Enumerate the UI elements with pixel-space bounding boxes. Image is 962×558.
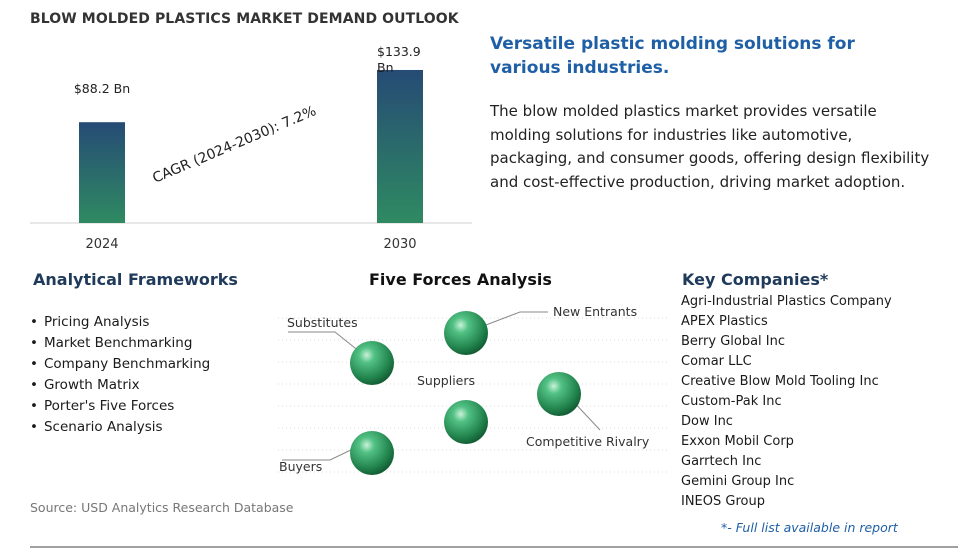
bar-value-label: $88.2 Bn (74, 81, 130, 96)
sphere-substitutes (350, 341, 394, 385)
bar-2024 (79, 122, 125, 223)
list-item: Agri-Industrial Plastics Company (681, 294, 892, 309)
chart-title: BLOW MOLDED PLASTICS MARKET DEMAND OUTLO… (30, 11, 459, 27)
list-item: Company Benchmarking (30, 354, 210, 375)
label-competitive-rivalry: Competitive Rivalry (526, 434, 650, 449)
list-item: INEOS Group (681, 494, 765, 509)
list-item: Gemini Group Inc (681, 474, 795, 489)
label-suppliers: Suppliers (417, 373, 476, 388)
x-tick-label: 2030 (383, 237, 416, 252)
cagr-annotation: CAGR (2024-2030): 7.2% (150, 103, 318, 187)
headline: Versatile plastic molding solutions for … (490, 34, 855, 78)
label-new-entrants: New Entrants (553, 304, 638, 319)
list-item: Exxon Mobil Corp (681, 434, 794, 449)
companies-list: Agri-Industrial Plastics Company APEX Pl… (681, 292, 892, 512)
summary-text: The blow molded plastics market provides… (490, 102, 930, 191)
list-item: Dow Inc (681, 414, 733, 429)
x-tick-label: 2024 (85, 237, 118, 252)
frameworks-title: Analytical Frameworks (33, 270, 238, 289)
frameworks-list: Pricing Analysis Market Benchmarking Com… (30, 312, 210, 438)
list-item: Berry Global Inc (681, 334, 786, 349)
bar-2030 (377, 69, 423, 223)
list-item: APEX Plastics (681, 314, 768, 329)
list-item: Growth Matrix (30, 375, 210, 396)
list-item: Porter's Five Forces (30, 396, 210, 417)
source-note: Source: USD Analytics Research Database (30, 500, 294, 515)
bar-value-label: $133.9 Bn (377, 44, 421, 75)
bar-chart: $88.2 Bn 2024 $133.9 Bn 2030 CAGR (2024-2030… (30, 44, 472, 252)
sphere-suppliers (444, 400, 488, 444)
sphere-competitive-rivalry (537, 372, 581, 416)
list-item: Custom-Pak Inc (681, 394, 782, 409)
list-item: Market Benchmarking (30, 333, 210, 354)
bottom-divider (30, 546, 958, 548)
five-forces-title: Five Forces Analysis (369, 270, 552, 289)
list-item: Comar LLC (681, 354, 752, 369)
label-substitutes: Substitutes (287, 315, 358, 330)
list-item: Scenario Analysis (30, 417, 210, 438)
sphere-new-entrants (444, 311, 488, 355)
list-item: Creative Blow Mold Tooling Inc (681, 374, 879, 389)
companies-title: Key Companies* (682, 270, 829, 289)
label-buyers: Buyers (279, 459, 323, 474)
companies-note: *- Full list available in report (721, 520, 898, 535)
sphere-buyers (350, 431, 394, 475)
list-item: Pricing Analysis (30, 312, 210, 333)
list-item: Garrtech Inc (681, 454, 762, 469)
